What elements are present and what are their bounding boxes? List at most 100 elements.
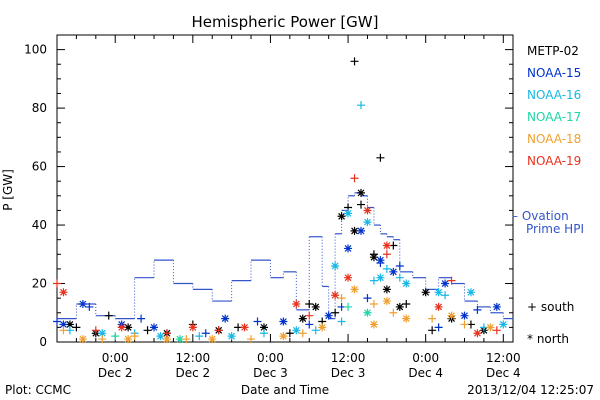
- x-tick-date: Dec 3: [253, 366, 288, 380]
- noaa-16-north-point: [98, 329, 107, 338]
- metp-02-north-point: [311, 302, 320, 311]
- noaa-18-south-point: [130, 332, 139, 341]
- noaa-19-north-point: [117, 323, 126, 332]
- y-tick-label: 20: [32, 277, 47, 291]
- metp-02-north-point: [382, 285, 391, 294]
- metp-02-south-point: [104, 311, 113, 320]
- noaa-18-south-point: [98, 335, 107, 344]
- noaa-15-north-point: [376, 256, 385, 265]
- y-tick-label: 80: [32, 101, 47, 115]
- legend-ovation-line2: Prime HPI: [526, 222, 584, 236]
- noaa-16-north-point: [331, 261, 340, 270]
- noaa-18-south-point: [369, 299, 378, 308]
- noaa-18-north-point: [124, 335, 133, 344]
- noaa-16-south-point: [395, 273, 404, 282]
- legend-noaa-15: NOAA-15: [527, 66, 581, 80]
- noaa-18-north-point: [279, 332, 288, 341]
- x-axis-label: Date and Time: [241, 383, 329, 397]
- noaa-18-north-point: [350, 285, 359, 294]
- metp-02-north-point: [369, 253, 378, 262]
- x-tick-date: Dec 3: [331, 366, 366, 380]
- metp-02-south-point: [428, 326, 437, 335]
- noaa-15-south-point: [395, 261, 404, 270]
- metp-02-south-point: [305, 299, 314, 308]
- noaa-16-south-point: [259, 329, 268, 338]
- x-tick-time: 12:00: [331, 351, 366, 365]
- noaa-16-south-point: [311, 326, 320, 335]
- noaa-19-north-point: [434, 302, 443, 311]
- metp-02-north-point: [395, 302, 404, 311]
- noaa-16-north-point: [402, 279, 411, 288]
- noaa-18-south-point: [460, 320, 469, 329]
- noaa-15-north-point: [279, 317, 288, 326]
- noaa-18-south-point: [182, 335, 191, 344]
- noaa-18-south-point: [59, 326, 68, 335]
- noaa-19-north-point: [188, 323, 197, 332]
- noaa-16-north-point: [434, 288, 443, 297]
- metp-02-north-point: [357, 188, 365, 197]
- noaa-15-south-point: [473, 305, 482, 314]
- metp-02-south-point: [285, 329, 294, 338]
- y-tick-labels: 0 20 40 60 80 100: [24, 43, 47, 349]
- noaa-18-north-point: [447, 311, 456, 320]
- noaa-19-north-point: [382, 241, 391, 250]
- x-tick-time: 12:00: [486, 351, 521, 365]
- metp-02-south-point: [350, 57, 359, 66]
- y-tick-label: 60: [32, 160, 47, 174]
- noaa-15-north-point: [59, 320, 68, 329]
- noaa-19-north-point: [473, 329, 482, 338]
- legend-noaa-16: NOAA-16: [527, 88, 581, 102]
- metp-02-north-point: [350, 226, 359, 235]
- metp-02-north-point: [259, 323, 268, 332]
- noaa-15-north-point: [389, 267, 398, 276]
- noaa-19-north-point: [59, 288, 68, 297]
- noaa-15-south-point: [434, 323, 443, 332]
- noaa-16-south-point: [195, 332, 204, 341]
- noaa-15-south-point: [53, 317, 61, 326]
- plot-timestamp: 2013/12/04 12:25:07: [467, 383, 594, 397]
- noaa-15-north-point: [221, 314, 230, 323]
- plot-frame: [56, 34, 514, 343]
- noaa-16-north-point: [499, 320, 508, 329]
- noaa-19-north-point: [292, 299, 301, 308]
- y-tick-label: 100: [24, 43, 47, 57]
- legend-metp-02: METP-02: [527, 44, 579, 58]
- noaa-19-south-point: [305, 311, 314, 320]
- noaa-15-south-point: [85, 302, 94, 311]
- noaa-19-south-point: [350, 174, 359, 183]
- noaa-16-south-point: [337, 317, 346, 326]
- x-tick-time: 0:00: [102, 351, 129, 365]
- noaa-19-south-point: [162, 329, 171, 338]
- metp-02-north-point: [124, 323, 133, 332]
- metp-02-south-point: [72, 323, 81, 332]
- noaa-16-north-point: [466, 288, 475, 297]
- chart-title: Hemispheric Power [GW]: [192, 13, 379, 31]
- noaa-18-north-point: [162, 335, 171, 344]
- legend-noaa-19: NOAA-19: [527, 154, 581, 168]
- noaa-18-north-point: [369, 320, 378, 329]
- noaa-17-north-point: [363, 308, 372, 317]
- noaa-15-north-point: [150, 323, 159, 332]
- noaa-15-north-point: [344, 244, 353, 253]
- noaa-16-south-point: [369, 276, 378, 285]
- noaa-16-north-point: [292, 326, 301, 335]
- noaa-16-north-point: [344, 209, 353, 218]
- noaa-18-south-point: [428, 314, 437, 323]
- noaa-16-north-point: [227, 332, 236, 341]
- noaa-18-south-point: [247, 335, 256, 344]
- noaa-15-north-point: [357, 226, 365, 235]
- x-tick-date: Dec 2: [175, 366, 210, 380]
- legend-noaa-17: NOAA-17: [527, 110, 581, 124]
- noaa-15-south-point: [137, 314, 146, 323]
- x-tick-time: 12:00: [176, 351, 211, 365]
- noaa-15-north-point: [441, 279, 450, 288]
- noaa-19-north-point: [344, 273, 353, 282]
- noaa-18-north-point: [318, 323, 327, 332]
- metp-02-north-point: [298, 314, 307, 323]
- noaa-17-south-point: [344, 302, 353, 311]
- noaa-19-north-point: [331, 291, 340, 300]
- y-axis-label: P [GW]: [1, 169, 15, 211]
- noaa-19-south-point: [447, 276, 456, 285]
- noaa-15-north-point: [492, 302, 501, 311]
